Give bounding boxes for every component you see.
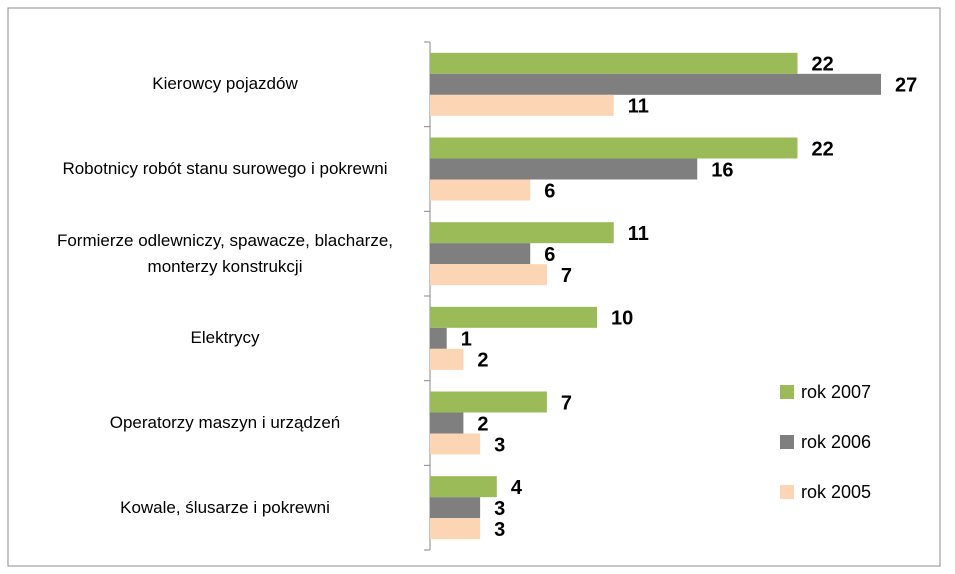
legend-swatch xyxy=(780,435,794,449)
bar xyxy=(430,73,881,95)
bar xyxy=(430,94,614,116)
bar xyxy=(430,412,464,434)
category-label: Elektrycy xyxy=(190,328,260,348)
value-label: 1 xyxy=(461,329,472,351)
value-label: 11 xyxy=(628,223,649,245)
value-label: 2 xyxy=(477,350,488,372)
bar xyxy=(430,497,481,519)
value-label: 10 xyxy=(611,308,633,330)
bar xyxy=(430,179,531,201)
value-label: 4 xyxy=(511,477,523,499)
category-label: Kierowcy pojazdów xyxy=(152,74,298,94)
bar xyxy=(430,391,547,413)
bar xyxy=(430,306,598,328)
bar xyxy=(430,433,481,455)
value-label: 11 xyxy=(628,96,649,118)
value-label: 6 xyxy=(544,244,555,266)
value-label: 3 xyxy=(494,519,505,541)
value-label: 7 xyxy=(561,392,572,414)
bar xyxy=(430,137,798,159)
value-label: 3 xyxy=(494,434,505,456)
bar xyxy=(430,52,798,74)
bar xyxy=(430,264,547,286)
value-label: 27 xyxy=(895,75,917,97)
legend-swatch xyxy=(780,485,794,499)
legend-label: rok 2007 xyxy=(801,382,871,402)
value-label: 6 xyxy=(544,180,555,202)
value-label: 22 xyxy=(811,138,833,160)
value-label: 3 xyxy=(494,498,505,520)
value-label: 2 xyxy=(477,413,488,435)
bar xyxy=(430,158,698,180)
bar xyxy=(430,348,464,370)
bar xyxy=(430,222,614,244)
value-label: 16 xyxy=(711,159,733,181)
category-label: Kowale, ślusarze i pokrewni xyxy=(120,497,330,517)
value-label: 22 xyxy=(811,54,833,76)
bar xyxy=(430,327,447,349)
category-label: Formierze odlewniczy, spawacze, blacharz… xyxy=(56,230,394,276)
chart-border xyxy=(7,7,941,567)
legend-label: rok 2005 xyxy=(801,482,871,502)
bar xyxy=(430,243,531,265)
value-label: 7 xyxy=(561,265,572,287)
legend-label: rok 2006 xyxy=(801,432,871,452)
bar xyxy=(430,518,481,540)
bar xyxy=(430,476,497,498)
legend-swatch xyxy=(780,385,794,399)
category-label: Robotnicy robót stanu surowego i pokrewn… xyxy=(62,159,388,178)
category-label: Operatorzy maszyn i urządzeń xyxy=(109,413,341,432)
